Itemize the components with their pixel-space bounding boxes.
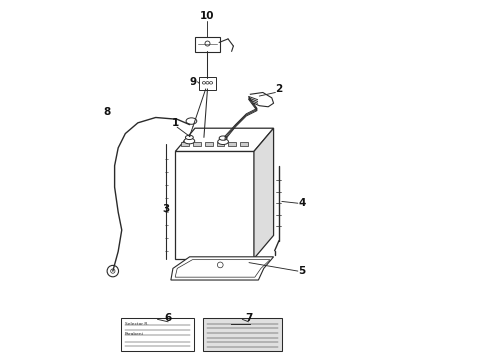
Bar	[193, 141, 201, 146]
Ellipse shape	[184, 138, 195, 144]
FancyBboxPatch shape	[195, 37, 220, 52]
Text: Selector R.: Selector R.	[124, 322, 148, 326]
FancyBboxPatch shape	[203, 318, 282, 351]
Bar	[228, 141, 236, 146]
Ellipse shape	[206, 82, 209, 84]
Text: 2: 2	[275, 84, 283, 94]
Text: 8: 8	[104, 107, 111, 117]
FancyBboxPatch shape	[121, 318, 194, 351]
Text: 6: 6	[165, 312, 172, 323]
Bar	[240, 141, 248, 146]
Bar	[205, 141, 213, 146]
Circle shape	[218, 262, 223, 268]
Ellipse shape	[209, 82, 213, 84]
Circle shape	[111, 269, 115, 273]
Ellipse shape	[185, 135, 193, 140]
Circle shape	[205, 41, 210, 46]
Ellipse shape	[186, 118, 197, 124]
Bar	[181, 141, 189, 146]
Polygon shape	[171, 257, 273, 280]
Text: 9: 9	[190, 77, 197, 87]
Ellipse shape	[218, 139, 228, 144]
Text: 10: 10	[200, 11, 215, 21]
Text: 1: 1	[172, 118, 179, 128]
Ellipse shape	[202, 82, 205, 84]
Text: 5: 5	[298, 266, 306, 276]
Text: Parabeni: Parabeni	[124, 332, 144, 336]
Polygon shape	[254, 128, 273, 258]
Polygon shape	[175, 128, 273, 152]
FancyBboxPatch shape	[199, 77, 216, 90]
Text: 4: 4	[298, 198, 306, 208]
Text: 7: 7	[245, 312, 252, 323]
Circle shape	[107, 265, 119, 277]
Ellipse shape	[219, 136, 227, 140]
Text: 3: 3	[163, 203, 170, 213]
Bar	[217, 141, 224, 146]
Polygon shape	[175, 152, 254, 258]
